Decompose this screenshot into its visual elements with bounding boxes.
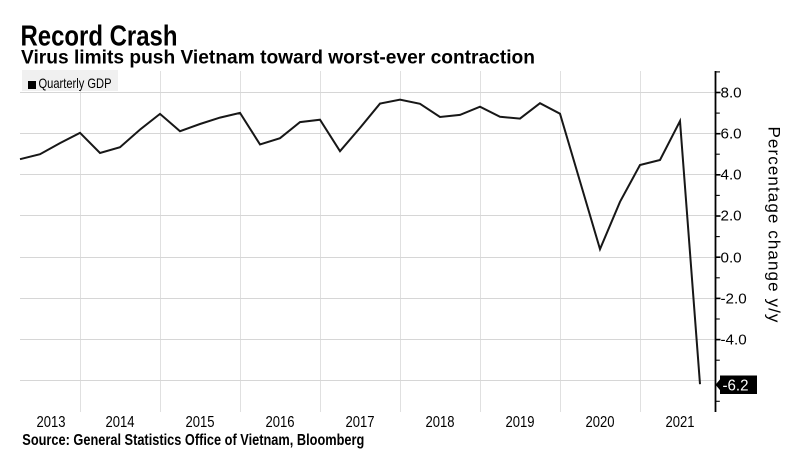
svg-text:2018: 2018 [426,414,455,431]
svg-text:2015: 2015 [186,414,215,431]
svg-text:2014: 2014 [106,414,135,431]
svg-text:2020: 2020 [586,414,615,431]
svg-text:2021: 2021 [666,414,695,431]
svg-text:-6.2: -6.2 [723,377,749,394]
svg-text:2019: 2019 [506,414,535,431]
svg-text:2017: 2017 [346,414,375,431]
svg-text:2013: 2013 [37,414,66,431]
svg-text:Source: General Statistics Off: Source: General Statistics Office of Vie… [22,432,364,449]
svg-text:2.0: 2.0 [721,207,742,224]
svg-text:-4.0: -4.0 [721,331,747,348]
svg-text:Record Crash: Record Crash [21,21,178,53]
svg-text:2016: 2016 [266,414,295,431]
svg-text:Percentage change y/y: Percentage change y/y [764,127,783,324]
svg-text:4.0: 4.0 [721,166,742,183]
svg-text:6.0: 6.0 [721,125,742,142]
svg-text:Virus limits push Vietnam towa: Virus limits push Vietnam toward worst-e… [21,47,535,68]
svg-text:-2.0: -2.0 [721,290,747,307]
svg-text:Quarterly GDP: Quarterly GDP [39,75,112,91]
svg-text:0.0: 0.0 [721,249,742,266]
svg-text:8.0: 8.0 [721,84,742,101]
